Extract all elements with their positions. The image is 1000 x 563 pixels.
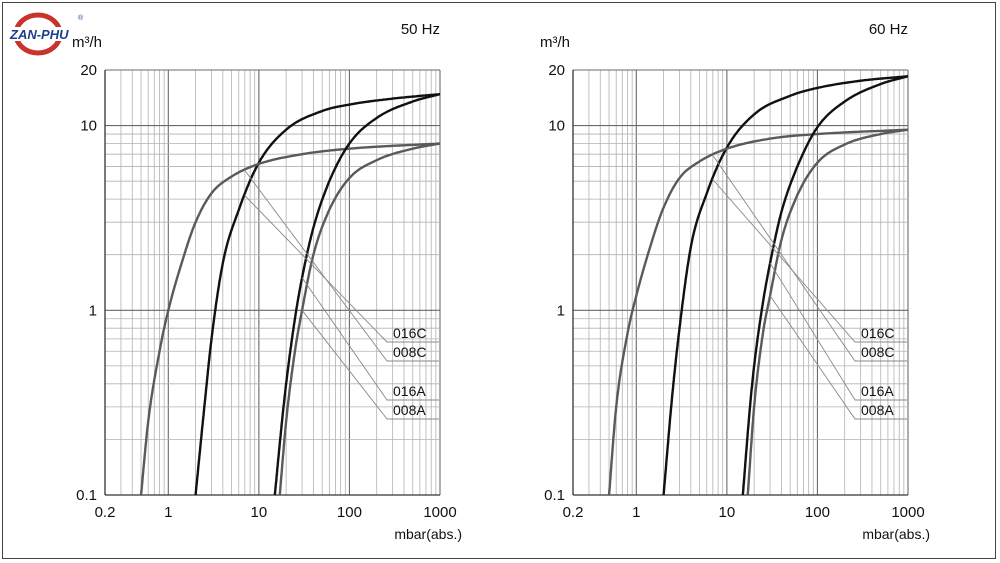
plot-area: [104, 70, 440, 496]
x-tick-label: 100: [337, 504, 362, 521]
curve-group: [607, 75, 909, 496]
leader-line: [712, 179, 907, 343]
chart-title: 60 Hz: [869, 21, 908, 38]
series-curve-008c: [139, 142, 441, 496]
y-tick-label: 20: [548, 62, 565, 79]
legend-label-008a: 008A: [393, 402, 426, 418]
zanphu-logo: ZAN-PHU ®: [9, 12, 85, 56]
y-axis-label: m³/h: [540, 34, 570, 51]
y-tick-label: 0.1: [544, 487, 565, 504]
series-curve-008a: [278, 142, 441, 496]
leader-line: [301, 310, 439, 420]
y-tick-label: 1: [557, 302, 565, 319]
y-tick-label: 10: [548, 118, 565, 135]
y-tick-label: 20: [80, 62, 97, 79]
leader-line: [244, 195, 439, 343]
x-tick-label: 1000: [423, 504, 456, 521]
logo-text: ZAN-PHU: [9, 27, 69, 42]
x-tick-label: 1: [632, 504, 640, 521]
tick-labels: 0.2 1 10 100 1000 0.1 1 10 20: [76, 62, 457, 521]
y-tick-label: 10: [80, 118, 97, 135]
legend-label-008c: 008C: [393, 344, 426, 360]
series-curve-016a: [273, 93, 441, 496]
logo-registered-mark: ®: [78, 14, 84, 22]
chart-50hz: 016C 008C 016A 008A 0.2 1 10 100 1000 0.1 1 10 20 5…: [72, 21, 462, 542]
leader-line: [301, 277, 439, 401]
leader-line: [769, 295, 907, 420]
y-tick-label: 1: [89, 302, 97, 319]
leader-lines: 016C 008C 016A 008A: [244, 170, 439, 420]
x-tick-label: 0.2: [95, 504, 116, 521]
series-curve-008c: [607, 128, 909, 496]
x-tick-label: 1: [164, 504, 172, 521]
curve-group: [139, 93, 441, 496]
x-tick-label: 10: [251, 504, 268, 521]
legend-label-016c: 016C: [393, 325, 426, 341]
series-curve-008a: [746, 128, 909, 496]
x-tick-label: 1000: [891, 504, 924, 521]
legend-label-016a: 016A: [861, 383, 894, 399]
legend-label-008c: 008C: [861, 344, 894, 360]
leader-lines: 016C 008C 016A 008A: [712, 154, 907, 420]
x-tick-label: 0.2: [563, 504, 584, 521]
series-curve-016c: [662, 75, 909, 496]
x-axis-label: mbar(abs.): [862, 526, 930, 542]
x-axis-label: mbar(abs.): [394, 526, 462, 542]
leader-line: [244, 170, 439, 362]
plot-area: [572, 70, 908, 496]
tick-labels: 0.2 1 10 100 1000 0.1 1 10 20: [544, 62, 925, 521]
chart-grid: [104, 69, 441, 496]
chart-grid: [572, 69, 909, 496]
legend-label-016a: 016A: [393, 383, 426, 399]
chart-60hz: 016C 008C 016A 008A 0.2 1 10 100 1000 0.1 1 10 20 6…: [540, 21, 930, 542]
x-tick-label: 10: [719, 504, 736, 521]
legend-label-008a: 008A: [861, 402, 894, 418]
y-axis-label: m³/h: [72, 34, 102, 51]
leader-line: [769, 262, 907, 401]
legend-label-016c: 016C: [861, 325, 894, 341]
chart-title: 50 Hz: [401, 21, 440, 38]
y-tick-label: 0.1: [76, 487, 97, 504]
logo-band: [9, 27, 85, 41]
series-curve-016a: [741, 75, 909, 496]
leader-line: [712, 154, 907, 362]
x-tick-label: 100: [805, 504, 830, 521]
